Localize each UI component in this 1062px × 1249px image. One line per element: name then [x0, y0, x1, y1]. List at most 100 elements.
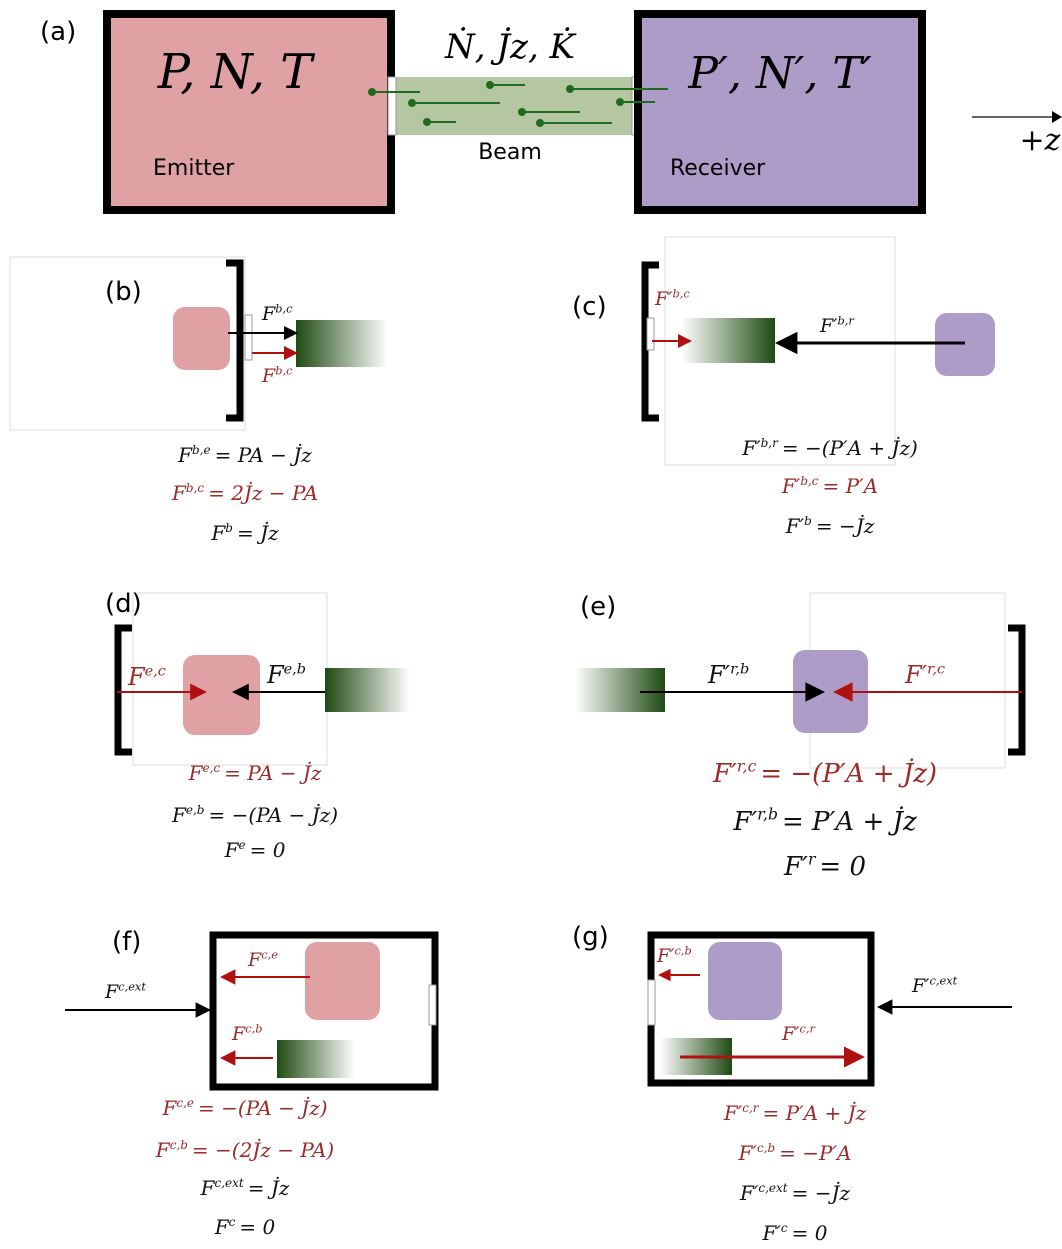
symbol: F′ — [781, 474, 801, 498]
symbol: F′ — [738, 1141, 758, 1165]
axis-label: +z — [1020, 123, 1061, 158]
superscript: c,r — [742, 1101, 760, 1115]
rhs: = J̇z — [248, 1176, 290, 1200]
receiver-vars: P′, N′, T′ — [687, 48, 871, 99]
superscript: c,b — [245, 1021, 262, 1035]
superscript: e,b — [186, 803, 205, 817]
panel-label: (d) — [105, 589, 142, 619]
equation: F′b = −J̇z — [785, 514, 875, 538]
superscript: e,c — [145, 663, 166, 679]
rhs: = −(2J̇z − PA) — [192, 1138, 334, 1162]
symbol: F′ — [781, 1023, 800, 1045]
equation: Fc,b = −(2J̇z − PA) — [155, 1138, 334, 1162]
superscript: b,r — [838, 313, 855, 327]
panel-label: (a) — [40, 17, 76, 47]
superscript: c,r — [800, 1021, 816, 1035]
force-label: F′r,c — [904, 661, 945, 689]
rhs: = PA − J̇z — [224, 761, 322, 785]
equation: Fc = 0 — [214, 1215, 276, 1239]
aperture — [646, 317, 655, 351]
equation: F′r,c = −(P′A + J̇z) — [712, 758, 937, 789]
rhs: = −(PA − J̇z) — [198, 1096, 328, 1120]
force-label: F′c,b — [656, 943, 692, 967]
force-label: F′b,c — [654, 286, 690, 310]
gas-cloud — [708, 942, 782, 1020]
force-label: Fc,ext — [104, 979, 146, 1003]
aperture — [428, 984, 437, 1026]
force-label: F′r,b — [707, 661, 749, 689]
arrowhead — [805, 682, 825, 702]
equation: Fb,c = 2J̇z − PA — [171, 481, 318, 505]
arrowhead — [844, 1046, 865, 1068]
equation: F′c,ext = −J̇z — [739, 1181, 851, 1205]
rhs: = −(P′A + J̇z) — [760, 758, 937, 789]
rhs: = P′A + J̇z — [763, 1101, 867, 1125]
wall-bracket — [1008, 624, 1026, 756]
equation: F′r,b = P′A + J̇z — [732, 806, 917, 837]
symbol: F′ — [723, 1101, 743, 1125]
arrowhead — [658, 968, 671, 982]
rhs: = P′A — [823, 474, 879, 498]
superscript: c,b — [757, 1141, 775, 1155]
superscript: c,ext — [118, 979, 146, 993]
arrowhead — [220, 1050, 236, 1066]
aperture — [647, 979, 656, 1026]
arrowhead — [284, 346, 298, 360]
rhs: = PA − J̇z — [215, 443, 313, 467]
symbol: F — [214, 1215, 230, 1239]
receiver-box — [634, 10, 926, 214]
force-label: Fc,e — [247, 947, 278, 971]
superscript: c,b — [170, 1138, 188, 1152]
gas-cloud — [183, 655, 260, 735]
superscript: c,b — [675, 943, 692, 957]
force-label: Fb,c — [261, 301, 293, 325]
force-label: F′c,ext — [911, 973, 958, 997]
superscript: c,ext — [758, 1181, 787, 1195]
symbol: F′ — [904, 661, 928, 689]
equation: Fb = J̇z — [210, 521, 279, 545]
superscript: c,ext — [214, 1176, 243, 1190]
gas-cloud — [173, 307, 230, 370]
superscript: b,c — [275, 301, 293, 315]
symbol: F′ — [707, 661, 731, 689]
rhs: = J̇z — [237, 521, 279, 545]
beam-particles — [368, 81, 668, 127]
emitter-box — [103, 10, 395, 214]
equation: F′b,r = −(P′A + J̇z) — [741, 436, 918, 460]
superscript: r,c — [927, 661, 945, 677]
wall-bracket — [114, 624, 132, 756]
equation: Fe,c = PA − J̇z — [188, 761, 322, 785]
rhs: = 0 — [819, 852, 866, 882]
superscript: e,c — [203, 761, 221, 775]
superscript: b,c — [275, 363, 293, 377]
symbol: F — [261, 303, 276, 325]
symbol: F′ — [712, 759, 737, 789]
axis-arrowhead — [1052, 111, 1062, 123]
panel-label: (f) — [112, 927, 141, 957]
rhs: = 0 — [792, 1221, 828, 1245]
force-label: Fe,c — [127, 663, 166, 691]
beam-flux: Ṅ, J̇z, K̇ — [444, 26, 578, 67]
force-label: F′b,r — [819, 313, 854, 337]
symbol: F — [171, 481, 187, 505]
superscript: b — [804, 514, 812, 528]
equation: Fc,e = −(PA − J̇z) — [161, 1096, 327, 1120]
superscript: c — [781, 1221, 788, 1235]
wall-bracket — [226, 259, 244, 422]
arrowhead — [190, 683, 207, 701]
symbol: F — [210, 521, 226, 545]
emitter-label: Emitter — [153, 156, 235, 181]
arrowhead — [833, 682, 853, 702]
symbol: F′ — [762, 1221, 782, 1245]
superscript: r — [808, 851, 817, 869]
beam-segment — [575, 668, 665, 712]
beam-segment — [325, 668, 410, 712]
frame — [664, 236, 896, 466]
superscript: b — [225, 521, 233, 535]
symbol: F — [231, 1023, 246, 1045]
equation: Fc,ext = J̇z — [200, 1176, 290, 1200]
symbol: F′ — [654, 288, 673, 310]
arrowhead — [284, 326, 298, 340]
receiver-label: Receiver — [670, 156, 766, 181]
